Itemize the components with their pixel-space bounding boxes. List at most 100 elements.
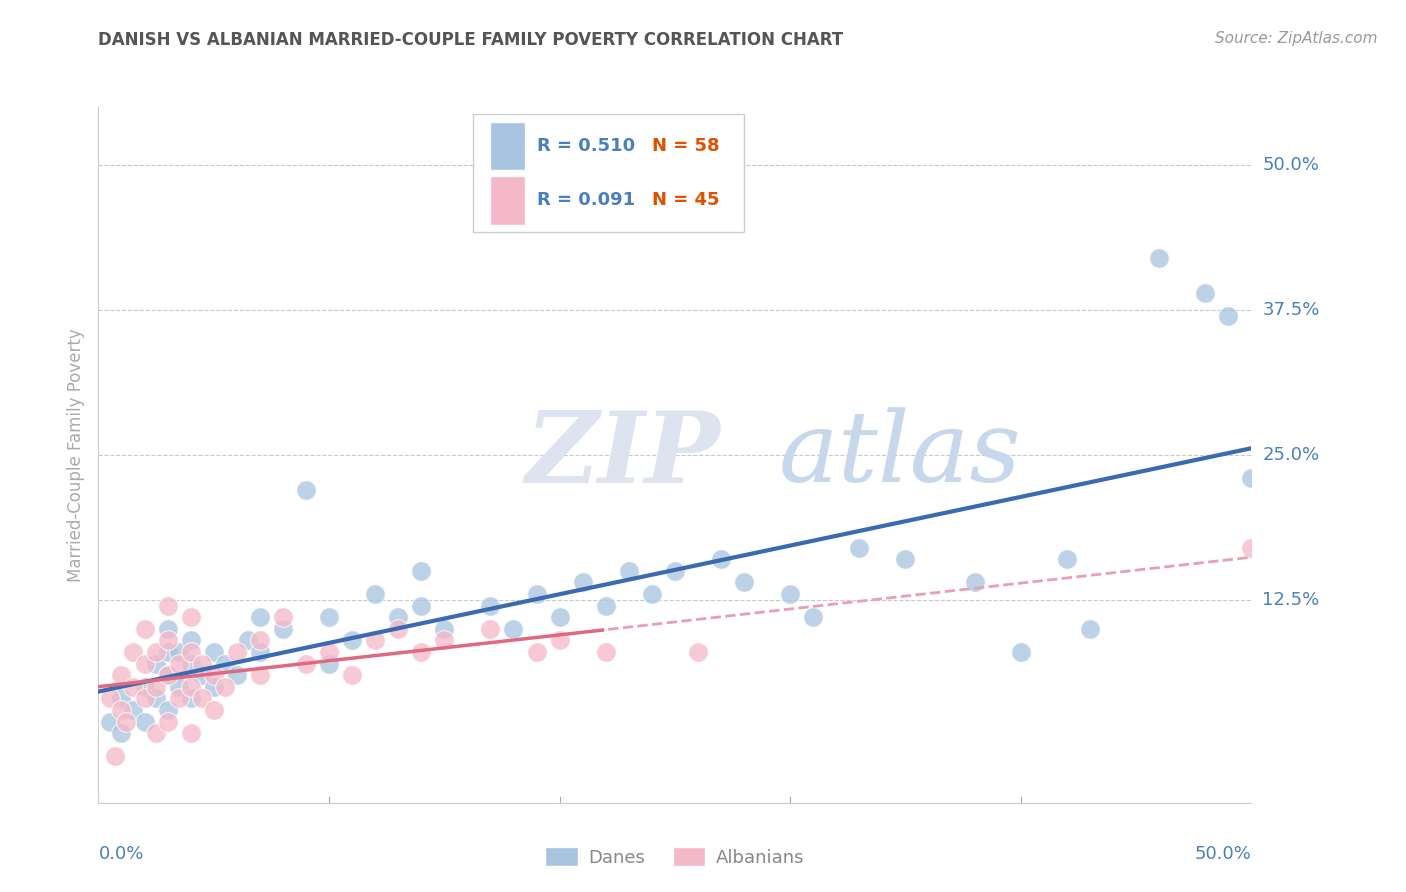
Text: 50.0%: 50.0% bbox=[1195, 845, 1251, 863]
FancyBboxPatch shape bbox=[472, 114, 744, 232]
Point bbox=[479, 599, 502, 613]
Point bbox=[180, 645, 202, 659]
Point bbox=[145, 657, 167, 671]
Point bbox=[202, 668, 225, 682]
Point bbox=[411, 564, 433, 578]
Point bbox=[364, 633, 387, 648]
Point bbox=[894, 552, 917, 566]
Point bbox=[134, 680, 156, 694]
Point bbox=[134, 622, 156, 636]
Text: ZIP: ZIP bbox=[524, 407, 720, 503]
Point bbox=[134, 691, 156, 706]
Point bbox=[295, 657, 318, 671]
Point bbox=[617, 564, 640, 578]
Point bbox=[225, 645, 247, 659]
Text: 25.0%: 25.0% bbox=[1263, 446, 1320, 464]
Point bbox=[848, 541, 870, 555]
Bar bbox=[491, 176, 524, 225]
Point bbox=[548, 633, 571, 648]
Text: R = 0.091: R = 0.091 bbox=[537, 192, 634, 210]
Point bbox=[1240, 541, 1263, 555]
Point bbox=[318, 645, 340, 659]
Point bbox=[103, 749, 125, 764]
Text: N = 58: N = 58 bbox=[652, 137, 720, 155]
Point bbox=[733, 575, 755, 590]
Point bbox=[202, 680, 225, 694]
Legend: Danes, Albanians: Danes, Albanians bbox=[538, 840, 811, 874]
Text: N = 45: N = 45 bbox=[652, 192, 720, 210]
Point bbox=[249, 668, 271, 682]
Point bbox=[167, 645, 190, 659]
Point bbox=[191, 691, 214, 706]
Point bbox=[156, 633, 179, 648]
Point bbox=[214, 657, 236, 671]
Point bbox=[202, 645, 225, 659]
Point bbox=[295, 483, 318, 497]
Point bbox=[249, 633, 271, 648]
Point bbox=[779, 587, 801, 601]
Point bbox=[249, 645, 271, 659]
Text: 37.5%: 37.5% bbox=[1263, 301, 1320, 319]
Point bbox=[641, 587, 664, 601]
Point bbox=[686, 645, 709, 659]
Point bbox=[156, 622, 179, 636]
Point bbox=[479, 622, 502, 636]
Point bbox=[180, 680, 202, 694]
Point bbox=[167, 691, 190, 706]
Point bbox=[202, 703, 225, 717]
Text: atlas: atlas bbox=[779, 408, 1021, 502]
Point bbox=[156, 645, 179, 659]
Point bbox=[110, 691, 132, 706]
Point bbox=[180, 657, 202, 671]
Y-axis label: Married-Couple Family Poverty: Married-Couple Family Poverty bbox=[66, 328, 84, 582]
Point bbox=[156, 668, 179, 682]
Point bbox=[167, 680, 190, 694]
Point bbox=[134, 657, 156, 671]
Point bbox=[122, 645, 145, 659]
Point bbox=[156, 668, 179, 682]
Point bbox=[548, 610, 571, 624]
Point bbox=[571, 575, 593, 590]
Point bbox=[110, 668, 132, 682]
Point bbox=[249, 610, 271, 624]
Point bbox=[110, 726, 132, 740]
Point bbox=[595, 645, 617, 659]
Point bbox=[433, 622, 456, 636]
Point bbox=[318, 610, 340, 624]
Point bbox=[122, 703, 145, 717]
Point bbox=[180, 633, 202, 648]
Point bbox=[98, 714, 121, 729]
Point bbox=[340, 633, 363, 648]
Point bbox=[411, 645, 433, 659]
Point bbox=[526, 645, 548, 659]
Point bbox=[122, 680, 145, 694]
Point bbox=[1056, 552, 1078, 566]
Point bbox=[98, 691, 121, 706]
Point bbox=[595, 599, 617, 613]
Point bbox=[1194, 285, 1216, 300]
Point bbox=[134, 714, 156, 729]
Point bbox=[156, 714, 179, 729]
Point bbox=[526, 587, 548, 601]
Point bbox=[502, 622, 524, 636]
Point bbox=[271, 622, 294, 636]
Point bbox=[145, 691, 167, 706]
Point bbox=[1147, 251, 1170, 265]
Point bbox=[664, 564, 686, 578]
Point bbox=[963, 575, 986, 590]
Point bbox=[387, 622, 409, 636]
Point bbox=[318, 657, 340, 671]
Point bbox=[364, 587, 387, 601]
Point bbox=[238, 633, 260, 648]
Point bbox=[1218, 309, 1240, 323]
Point bbox=[145, 726, 167, 740]
Point bbox=[214, 680, 236, 694]
Point bbox=[180, 610, 202, 624]
Text: Source: ZipAtlas.com: Source: ZipAtlas.com bbox=[1215, 31, 1378, 46]
Bar bbox=[491, 121, 524, 170]
Point bbox=[191, 657, 214, 671]
Text: DANISH VS ALBANIAN MARRIED-COUPLE FAMILY POVERTY CORRELATION CHART: DANISH VS ALBANIAN MARRIED-COUPLE FAMILY… bbox=[98, 31, 844, 49]
Point bbox=[1078, 622, 1101, 636]
Point bbox=[180, 726, 202, 740]
Point bbox=[225, 668, 247, 682]
